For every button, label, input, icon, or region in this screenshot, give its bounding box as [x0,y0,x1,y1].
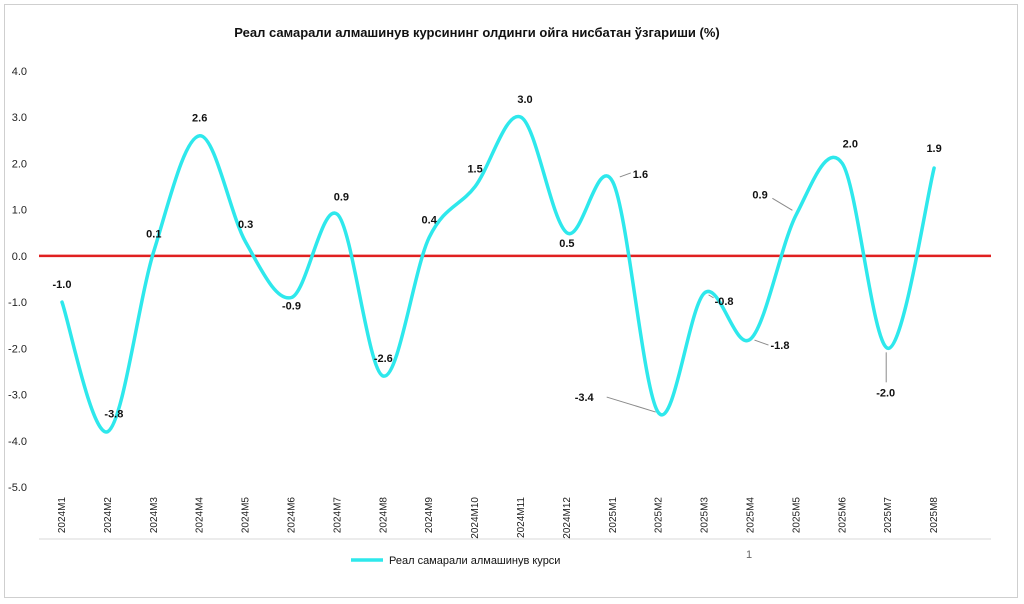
y-tick-label: -3.0 [8,390,27,402]
data-label: 0.1 [146,228,161,240]
y-tick-label: 0.0 [12,251,27,263]
data-label: -2.0 [876,387,895,399]
label-leader-line [708,294,714,299]
x-tick-label: 2024M8 [378,497,389,534]
data-label: -2.6 [374,353,393,365]
x-tick-label: 2025M1 [608,497,619,534]
data-label: 1.9 [926,143,941,155]
x-tick-label: 2024M5 [241,497,252,534]
x-tick-label: 2025M8 [929,497,940,534]
label-leader-line [754,339,769,346]
page-number: 1 [746,549,752,561]
data-label: 2.6 [192,113,207,125]
x-tick-label: 2024M9 [424,497,435,534]
data-label: -0.8 [715,296,734,308]
x-tick-label: 2024M10 [470,497,481,539]
y-axis: 4.0 3.0 2.0 1.0 0.0 -1.0 -2.0 -3.0 -4.0 -5.0 [8,66,27,494]
data-label: 2.0 [843,138,858,150]
x-tick-label: 2025M4 [746,497,757,534]
x-tick-label: 2024M12 [562,497,573,539]
y-tick-label: -2.0 [8,343,27,355]
chart-title: Реал самарали алмашинув курсининг олдинг… [234,25,719,40]
x-tick-label: 2025M6 [837,497,848,534]
x-tick-label: 2025M5 [791,497,802,534]
x-axis: 2024M1 2024M2 2024M3 2024M4 2024M5 2024M6 2024… [39,497,991,540]
data-label: 1.5 [467,164,482,176]
y-tick-label: 2.0 [12,158,27,170]
x-tick-label: 2024M11 [516,497,527,538]
x-tick-label: 2024M4 [195,497,206,534]
data-labels: -1.0 -3.8 0.1 2.6 0.3 -0.9 0.9 -2.6 0.4 1.5 3.0 0.5… [53,94,942,420]
x-tick-label: 2024M7 [332,497,343,534]
series-line [60,114,936,434]
data-label: 3.0 [517,94,532,106]
data-label: -3.4 [575,392,595,404]
data-label: -1.8 [771,340,790,352]
x-tick-label: 2024M6 [287,497,298,534]
x-tick-label: 2025M2 [654,497,665,534]
data-label: -1.0 [53,279,72,291]
x-tick-label: 2024M3 [149,497,160,534]
y-tick-label: 1.0 [12,205,27,217]
data-label: -3.8 [104,409,123,421]
label-leader-line [772,197,793,211]
chart-frame: Реал самарали алмашинув курсининг олдинг… [4,4,1018,598]
y-tick-label: -4.0 [8,436,27,448]
data-label: 0.9 [752,189,767,201]
label-leader-line [619,172,631,178]
data-label: 1.6 [633,169,648,181]
data-label: 0.4 [422,214,438,226]
data-label: 0.3 [238,219,253,231]
data-label: 0.5 [559,238,574,250]
line-chart: Реал самарали алмашинув курсининг олдинг… [8,25,991,567]
x-tick-label: 2024M2 [103,497,114,534]
y-tick-label: -1.0 [8,297,27,309]
label-leader-lines [606,172,887,413]
x-tick-label: 2025M7 [883,497,894,534]
label-leader-line [606,396,656,413]
data-label: -0.9 [282,300,301,312]
y-tick-label: 3.0 [12,112,27,124]
legend: Реал самарали алмашинув курси [351,555,560,567]
data-label: 0.9 [334,191,349,203]
y-tick-label: -5.0 [8,482,27,494]
y-tick-label: 4.0 [12,66,27,78]
x-tick-label: 2025M3 [700,497,711,534]
legend-label: Реал самарали алмашинув курси [389,555,560,567]
x-tick-label: 2024M1 [57,497,68,534]
